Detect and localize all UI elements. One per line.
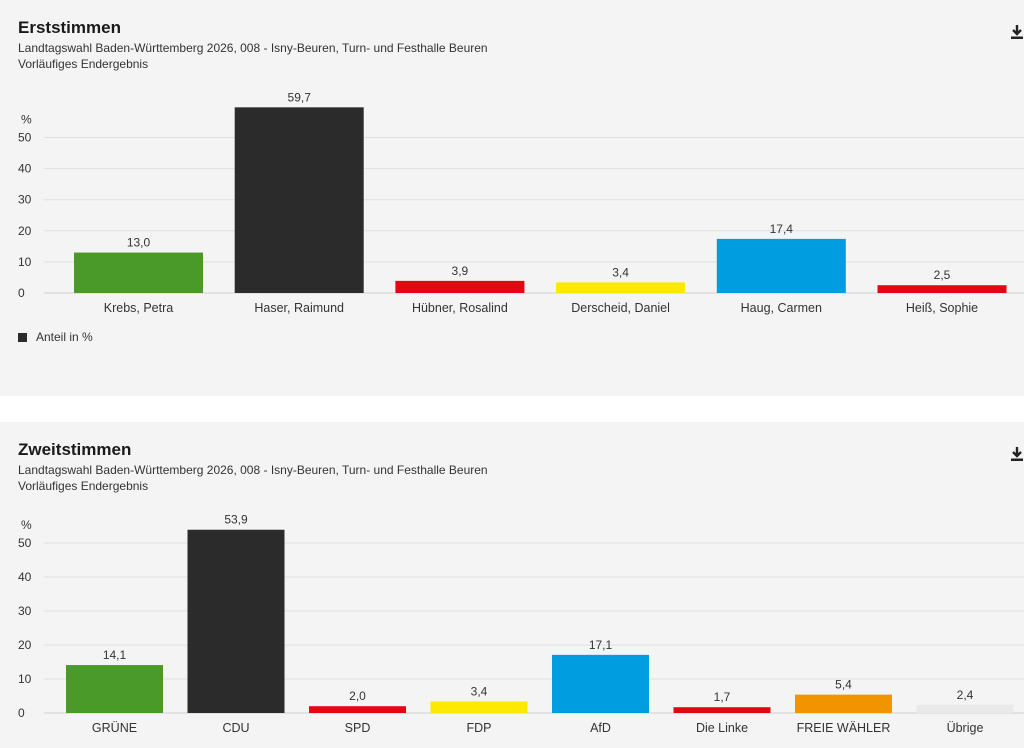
y-tick-label: 50	[18, 131, 32, 145]
data-label: 3,9	[452, 264, 469, 278]
y-tick-label: 40	[18, 570, 32, 584]
chart-title: Zweitstimmen	[18, 440, 132, 459]
bar	[552, 654, 649, 713]
x-tick-label: GRÜNE	[92, 721, 137, 735]
bar	[916, 704, 1014, 713]
x-tick-label: Haug, Carmen	[741, 301, 822, 315]
y-tick-label: 50	[18, 536, 32, 550]
y-axis-label: %	[21, 518, 32, 532]
bar	[877, 285, 1007, 293]
bar	[795, 694, 892, 713]
y-tick-label: 20	[18, 638, 32, 652]
x-tick-label: Krebs, Petra	[104, 301, 174, 315]
data-label: 3,4	[471, 684, 488, 698]
y-tick-label: 20	[18, 224, 32, 238]
y-tick-label: 30	[18, 604, 32, 618]
x-tick-label: Derscheid, Daniel	[571, 301, 670, 315]
x-tick-label: SPD	[345, 721, 371, 735]
bar	[430, 701, 528, 713]
y-tick-label: 0	[18, 706, 25, 720]
chart-subtitle: Landtagswahl Baden-Württemberg 2026, 008…	[18, 463, 488, 477]
bar	[234, 107, 364, 293]
x-tick-label: Hübner, Rosalind	[412, 301, 508, 315]
y-tick-label: 30	[18, 193, 32, 207]
bar	[309, 706, 406, 713]
bar	[187, 529, 285, 713]
legend-swatch	[18, 332, 27, 342]
data-label: 1,7	[714, 690, 731, 704]
bar	[673, 707, 771, 713]
chart-title: Erststimmen	[18, 18, 121, 37]
data-label: 5,4	[835, 678, 852, 692]
data-label: 2,5	[934, 268, 951, 282]
x-tick-label: FDP	[467, 721, 492, 735]
data-label: 53,9	[224, 513, 248, 527]
erststimmen-panel: Erststimmen Landtagswahl Baden-Württembe…	[0, 0, 1024, 396]
data-label: 17,1	[589, 638, 613, 652]
x-tick-label: AfD	[590, 721, 611, 735]
data-label: 2,0	[349, 689, 366, 703]
chart-subtitle: Landtagswahl Baden-Württemberg 2026, 008…	[18, 41, 488, 55]
chart-legend[interactable]: Anteil in %	[18, 330, 93, 344]
y-tick-label: 10	[18, 672, 32, 686]
data-label: 14,1	[103, 648, 127, 662]
chart-status: Vorläufiges Endergebnis	[18, 479, 149, 493]
y-tick-label: 0	[18, 286, 25, 300]
download-icon[interactable]	[1010, 446, 1024, 462]
y-tick-label: 40	[18, 162, 32, 176]
download-icon[interactable]	[1010, 24, 1024, 40]
bar	[74, 252, 203, 293]
legend-label: Anteil in %	[36, 330, 93, 344]
bar	[716, 238, 846, 293]
y-tick-label: 10	[18, 255, 32, 269]
data-label: 59,7	[288, 90, 312, 104]
bar	[556, 282, 686, 293]
x-tick-label: Die Linke	[696, 721, 748, 735]
zweitstimmen-panel: Zweitstimmen Landtagswahl Baden-Württemb…	[0, 422, 1024, 748]
data-label: 3,4	[612, 265, 629, 279]
x-tick-label: Übrige	[947, 721, 984, 735]
data-label: 2,4	[957, 688, 974, 702]
bar	[66, 665, 163, 713]
y-axis-label: %	[21, 113, 32, 127]
zweitstimmen-bar-chart: % 0 10 20 30 40 50 14,1 GRÜNE 53,9 CDU 2,0 SPD 3,4 FDP…	[18, 513, 1024, 735]
bar	[395, 280, 525, 293]
erststimmen-bar-chart: % 0 10 20 30 40 50 13,0 Krebs, Petra 59,7 Haser, R…	[18, 90, 1024, 315]
x-tick-label: CDU	[222, 721, 249, 735]
x-tick-label: Heiß, Sophie	[906, 301, 978, 315]
data-label: 17,4	[770, 222, 794, 236]
x-tick-label: FREIE WÄHLER	[797, 721, 891, 735]
x-tick-label: Haser, Raimund	[254, 301, 344, 315]
chart-status: Vorläufiges Endergebnis	[18, 57, 149, 71]
data-label: 13,0	[127, 236, 151, 250]
